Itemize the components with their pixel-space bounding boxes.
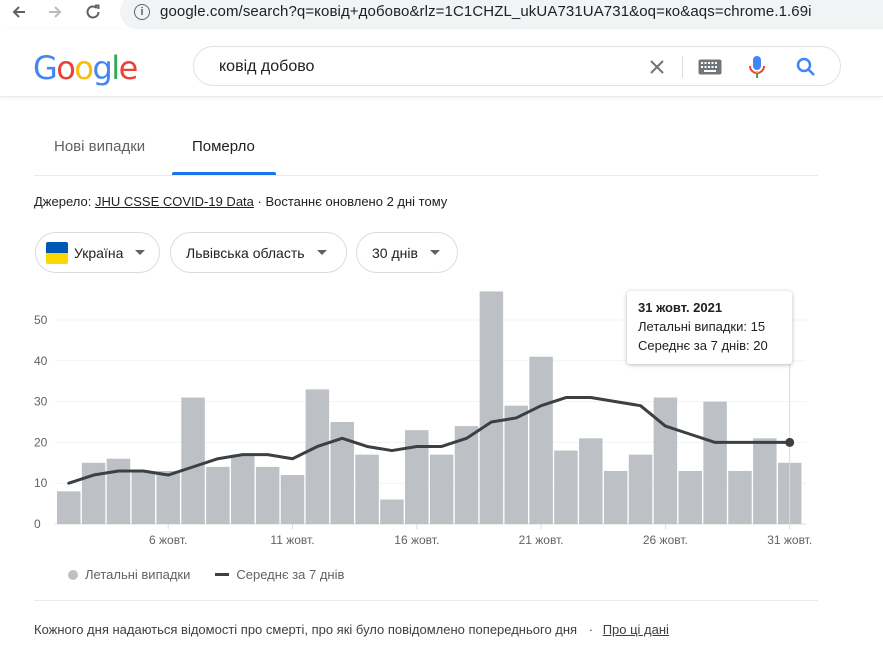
bar[interactable]: [579, 438, 603, 524]
clear-icon[interactable]: [645, 55, 669, 79]
x-tick-label: 11 жовт.: [270, 533, 314, 547]
tab-deaths[interactable]: Померло: [192, 138, 255, 155]
ukraine-flag-icon: [46, 241, 68, 264]
source-line: Джерело: JHU CSSE COVID-19 Data · Востан…: [34, 194, 447, 209]
x-tick-label: 6 жовт.: [149, 533, 187, 547]
bar[interactable]: [181, 397, 205, 524]
bar[interactable]: [504, 405, 528, 524]
bar[interactable]: [380, 499, 404, 524]
legend-swatch-deaths: [68, 569, 78, 580]
reload-icon[interactable]: [82, 1, 104, 23]
bar[interactable]: [678, 470, 703, 524]
forward-arrow-icon[interactable]: [44, 1, 66, 23]
bar[interactable]: [231, 454, 255, 524]
source-link[interactable]: JHU CSSE COVID-19 Data: [94, 194, 254, 209]
bar[interactable]: [280, 475, 305, 524]
y-tick-label: 30: [34, 395, 48, 409]
bar[interactable]: [429, 454, 454, 524]
source-updated: · Востаннє оновлено 2 дні тому: [253, 194, 448, 209]
active-tab-indicator: [172, 172, 276, 175]
bar[interactable]: [106, 458, 131, 524]
tab-new-cases[interactable]: Нові випадки: [54, 138, 146, 155]
address-bar[interactable]: i google.com/search?q=ковід+добово&rlz=1…: [120, 0, 883, 29]
footer-note: Кожного дня надаються відомості про смер…: [34, 622, 669, 637]
chart-tooltip: 31 жовт. 2021 Летальні випадки: 15 Серед…: [627, 291, 792, 364]
x-tick-label: 21 жовт.: [519, 533, 564, 547]
about-data-link[interactable]: Про ці дані: [602, 622, 669, 637]
bar[interactable]: [81, 462, 106, 524]
legend-swatch-average: [215, 573, 230, 576]
google-header: Google ковід добово: [0, 29, 883, 97]
tooltip-deaths: Летальні випадки: 15: [638, 319, 766, 334]
bar[interactable]: [255, 466, 280, 524]
search-divider: [682, 56, 683, 78]
y-tick-label: 10: [34, 476, 48, 490]
bar[interactable]: [305, 389, 330, 524]
average-line: [67, 396, 792, 485]
bar[interactable]: [330, 422, 354, 524]
legend-label-average: Середнє за 7 днів: [236, 567, 345, 582]
bar[interactable]: [529, 356, 553, 524]
search-icon[interactable]: [794, 55, 818, 79]
back-arrow-icon[interactable]: [8, 1, 30, 23]
x-tick-label: 16 жовт.: [394, 533, 439, 547]
y-tick-label: 20: [34, 435, 48, 449]
search-box[interactable]: ковід добово: [193, 46, 841, 86]
browser-toolbar: i google.com/search?q=ковід+добово&rlz=1…: [0, 0, 883, 29]
bar[interactable]: [454, 426, 479, 524]
source-prefix: Джерело:: [34, 194, 95, 209]
bar[interactable]: [728, 470, 752, 524]
footer-divider: [34, 600, 818, 601]
bar[interactable]: [206, 466, 230, 524]
tooltip-date: 31 жовт. 2021: [638, 300, 723, 315]
country-filter[interactable]: Україна: [35, 232, 160, 273]
deaths-chart[interactable]: 0 10 20 30 40 50 6 жовт. 11 жовт. 16 жовт. 21 жов…: [0, 280, 883, 555]
x-tick-label: 31 жовт.: [767, 533, 812, 547]
period-filter-label: 30 днів: [372, 244, 418, 261]
chart-legend: Летальні випадки Середнє за 7 днів: [68, 567, 344, 582]
chevron-down-icon: [429, 250, 440, 255]
search-input[interactable]: ковід добово: [219, 58, 315, 75]
info-icon[interactable]: i: [134, 3, 150, 20]
bar[interactable]: [156, 470, 180, 524]
y-tick-label: 0: [34, 517, 41, 531]
y-tick-label: 40: [34, 354, 48, 368]
x-tick-label: 26 жовт.: [643, 533, 688, 547]
footer-text: Кожного дня надаються відомості про смер…: [34, 622, 578, 637]
tooltip-average: Середнє за 7 днів: 20: [638, 338, 768, 353]
bar[interactable]: [603, 470, 628, 524]
stat-tabs: Нові випадки Померло: [34, 120, 818, 176]
bar[interactable]: [355, 454, 379, 524]
url-text: google.com/search?q=ковід+добово&rlz=1C1…: [160, 3, 812, 20]
y-tick-label: 50: [34, 313, 48, 327]
bar[interactable]: [628, 454, 653, 524]
bar[interactable]: [653, 397, 678, 524]
chevron-down-icon: [316, 250, 327, 255]
bar[interactable]: [57, 491, 81, 524]
bar[interactable]: [554, 450, 578, 524]
bar[interactable]: [405, 430, 429, 524]
average-point-marker: [785, 437, 795, 447]
chevron-down-icon: [135, 250, 146, 255]
region-filter[interactable]: Львівська область: [170, 232, 347, 273]
period-filter[interactable]: 30 днів: [356, 232, 458, 273]
keyboard-icon[interactable]: [698, 59, 722, 75]
bar[interactable]: [479, 291, 504, 524]
bar[interactable]: [753, 438, 777, 524]
country-filter-label: Україна: [74, 244, 124, 261]
microphone-icon[interactable]: [748, 55, 766, 79]
region-filter-label: Львівська область: [186, 244, 305, 261]
bar[interactable]: [703, 401, 727, 524]
bar[interactable]: [131, 470, 156, 524]
legend-label-deaths: Летальні випадки: [85, 567, 191, 582]
footer-separator: ·: [588, 622, 594, 637]
google-logo[interactable]: Google: [33, 49, 138, 87]
